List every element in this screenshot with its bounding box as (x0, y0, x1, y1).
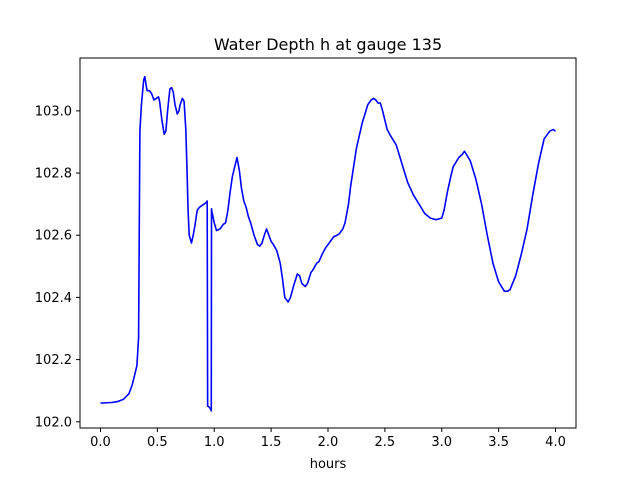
x-tick-label: 1.5 (261, 435, 282, 450)
x-tick-label: 2.5 (375, 435, 396, 450)
x-tick-label: 0.0 (90, 435, 111, 450)
y-tick-label: 103.0 (35, 104, 72, 119)
series-line (100, 75, 556, 412)
x-tick-label: 4.0 (545, 435, 566, 450)
x-tick-label: 3.0 (431, 435, 452, 450)
y-tick-label: 102.2 (35, 353, 72, 368)
y-tick-label: 102.8 (35, 167, 72, 182)
x-tick-label: 1.0 (204, 435, 225, 450)
y-tick-label: 102.6 (35, 229, 72, 244)
x-tick-label: 3.5 (488, 435, 509, 450)
y-axis: 102.0 102.2 102.4 102.6 102.8 103.0 (35, 104, 80, 430)
x-tick-label: 0.5 (147, 435, 168, 450)
x-axis-label: hours (310, 457, 347, 472)
y-tick-label: 102.4 (35, 291, 72, 306)
plot-frame (79, 57, 577, 429)
x-tick-label: 2.0 (318, 435, 339, 450)
y-tick-label: 102.0 (35, 415, 72, 430)
plot-area (100, 75, 556, 412)
x-axis: 0.0 0.5 1.0 1.5 2.0 2.5 3.0 3.5 4.0 (90, 428, 566, 450)
chart-title: Water Depth h at gauge 135 (214, 35, 442, 54)
